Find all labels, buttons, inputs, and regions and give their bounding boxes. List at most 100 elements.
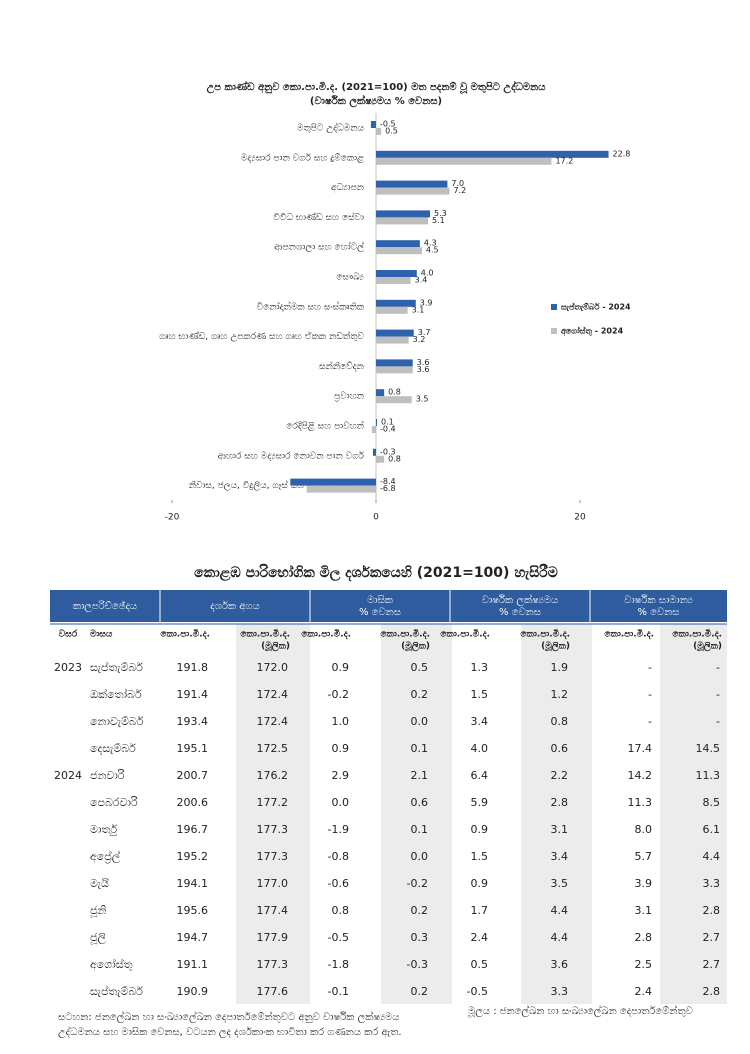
- header-cell: මාසික: [367, 595, 393, 606]
- legend-label: සැප්තැම්බර් - 2024: [561, 301, 631, 311]
- column-shade: [381, 624, 452, 1004]
- subheader-cell: මාසය: [90, 629, 113, 640]
- value-cell: 1.3: [471, 661, 489, 674]
- value-label: 4.0: [421, 269, 434, 278]
- value-cell: 177.4: [257, 904, 289, 917]
- value-cell: -0.3: [407, 958, 428, 971]
- bar: [371, 426, 376, 433]
- value-label: 3.2: [413, 335, 426, 344]
- subheader-cell: කො.පා.මි.ද.: [301, 628, 351, 640]
- header-band: [50, 590, 727, 622]
- value-label: 22.8: [613, 149, 631, 158]
- value-cell: 4.4: [703, 850, 721, 863]
- value-cell: 0.2: [411, 985, 429, 998]
- value-label: 3.1: [412, 305, 425, 314]
- y-tick-label: නිවාස, ජලය, විදුලිය, ගෑස් සහ වෙනත් ඉන්ධන: [189, 480, 364, 491]
- y-tick-label: රෙදිපිළි සහ පාවහන්: [286, 420, 364, 431]
- value-label: 5.3: [434, 209, 447, 218]
- value-cell: -0.1: [328, 985, 349, 998]
- year-cell: 2024: [54, 769, 82, 782]
- y-tick-label: සෞඛ්‍ය: [336, 273, 364, 283]
- value-cell: 1.7: [471, 904, 489, 917]
- value-label: 4.3: [424, 239, 437, 248]
- month-cell: මාර්තු: [90, 823, 117, 836]
- value-cell: 14.5: [696, 742, 721, 755]
- value-cell: 4.4: [551, 904, 569, 917]
- value-cell: 0.1: [411, 742, 429, 755]
- header-cell: % වෙනස: [499, 607, 541, 618]
- value-cell: -: [648, 715, 652, 728]
- value-cell: -: [716, 661, 720, 674]
- subheader-cell: කො.පා.මි.ද.: [380, 628, 430, 640]
- value-cell: 0.6: [551, 742, 569, 755]
- x-tick-label: 20: [574, 513, 586, 523]
- bar: [376, 217, 429, 225]
- month-cell: අගෝස්තු: [90, 957, 133, 972]
- value-cell: 5.7: [635, 850, 653, 863]
- x-tick-label: -20: [165, 513, 180, 523]
- subheader-cell: කො.පා.මි.ද.: [520, 628, 570, 640]
- month-cell: ජූනි: [89, 904, 106, 917]
- bar: [376, 128, 382, 135]
- value-label: 5.1: [432, 216, 445, 225]
- value-cell: 195.2: [177, 850, 209, 863]
- legend-swatch: [551, 328, 557, 334]
- y-tick-label: ගෘහ භාණ්ඩ, ගෘහ උපකරණ සහ ගෘහ ඒකක නඩත්තුව: [159, 331, 364, 342]
- value-cell: 1.9: [551, 661, 569, 674]
- value-cell: -0.5: [467, 985, 488, 998]
- value-label: 4.5: [426, 246, 439, 255]
- column-shade: [660, 624, 727, 1004]
- value-cell: 3.4: [471, 715, 489, 728]
- value-cell: 2.7: [703, 958, 721, 971]
- value-cell: -0.2: [328, 688, 349, 701]
- bar: [376, 247, 422, 255]
- value-cell: 0.0: [332, 796, 350, 809]
- bar: [376, 187, 450, 195]
- value-label: 3.9: [420, 298, 433, 307]
- value-cell: 193.4: [177, 715, 209, 728]
- value-cell: 195.1: [177, 742, 209, 755]
- y-tick-label: ආපනශාලා සහ හෝටල්: [274, 242, 364, 253]
- value-cell: 0.0: [411, 715, 429, 728]
- value-cell: 2.8: [635, 931, 653, 944]
- value-cell: 11.3: [696, 769, 721, 782]
- value-cell: 8.5: [703, 796, 721, 809]
- y-tick-label: ප්‍රවාහන: [334, 392, 364, 402]
- value-label: -6.8: [380, 484, 396, 493]
- bar: [376, 240, 420, 248]
- value-cell: 200.7: [177, 769, 209, 782]
- legend-swatch: [551, 304, 557, 310]
- table-title: කොළඹ පාරිභෝගික මිල දර්ශකයෙහි (2021=100) …: [194, 564, 558, 582]
- y-tick-label: සන්නිවේදන: [319, 361, 364, 372]
- value-cell: 200.6: [177, 796, 209, 809]
- value-cell: 2.4: [635, 985, 653, 998]
- value-cell: 11.3: [628, 796, 653, 809]
- bar: [376, 455, 385, 463]
- bar: [376, 180, 448, 188]
- value-cell: 0.9: [332, 742, 350, 755]
- header-cell: % වෙනස: [638, 607, 680, 618]
- value-cell: -0.5: [328, 931, 349, 944]
- source: මූලය : ජනලේඛන හා සංඛ්‍යාලේඛන දෙපාර්තමේන්…: [468, 1006, 693, 1017]
- header-cell: වාර්ෂික සාමාන්‍ය: [624, 594, 693, 606]
- value-cell: 0.5: [471, 958, 489, 971]
- value-cell: 3.1: [551, 823, 569, 836]
- month-cell: සැප්තැම්බර්: [90, 984, 143, 998]
- value-label: -8.4: [380, 477, 396, 486]
- legend-label: අගෝස්තු - 2024: [561, 325, 624, 336]
- header-cell: දර්ශක අගය: [210, 600, 259, 612]
- value-label: 3.6: [417, 358, 430, 367]
- value-label: -0.5: [380, 120, 396, 129]
- value-cell: 177.0: [257, 877, 289, 890]
- value-cell: 3.3: [703, 877, 721, 890]
- month-cell: සැප්තැම්බර්: [90, 660, 143, 674]
- y-tick-label: විවිධ භාණ්ඩ සහ සේවා: [273, 212, 364, 223]
- value-label: 3.6: [417, 365, 430, 374]
- value-cell: 2.8: [703, 985, 721, 998]
- value-label: 7.2: [453, 186, 466, 195]
- value-label: 0.8: [388, 454, 401, 463]
- value-cell: 3.1: [635, 904, 653, 917]
- month-cell: අප්‍රේල්: [90, 849, 121, 864]
- bar: [376, 210, 431, 218]
- value-cell: 196.7: [177, 823, 209, 836]
